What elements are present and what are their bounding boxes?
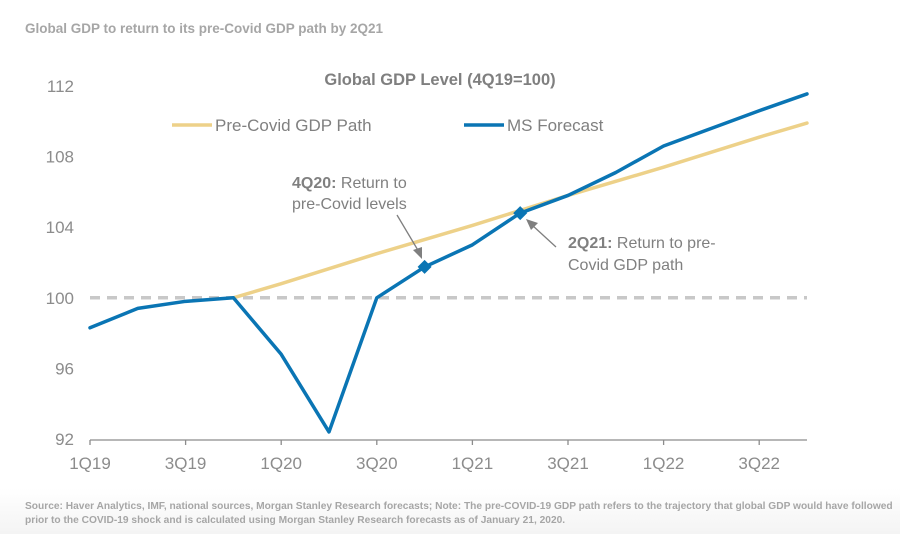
annotation-4q20-arrowhead xyxy=(413,247,422,259)
y-tick-label: 108 xyxy=(46,148,74,167)
annotation-2q21-text1: Return to pre- xyxy=(612,235,715,252)
y-tick-label: 112 xyxy=(47,77,74,96)
annotation-2q21-line2: Covid GDP path xyxy=(568,257,683,274)
data-marker-2q21 xyxy=(513,206,528,221)
y-axis: 92 96 100 104 108 112 xyxy=(46,77,74,449)
legend-label-ms-forecast: MS Forecast xyxy=(507,116,604,135)
source-footnote: Source: Haver Analytics, IMF, national s… xyxy=(25,501,893,526)
y-tick-label: 104 xyxy=(46,218,74,237)
annotation-4q20-line2: pre-Covid levels xyxy=(292,196,407,213)
x-tick-label: 1Q22 xyxy=(643,454,685,473)
gdp-line-chart: Global GDP Level (4Q19=100) Pre-Covid GD… xyxy=(46,71,809,473)
y-tick-label: 96 xyxy=(55,359,74,378)
annotation-4q20-text1: Return to xyxy=(336,175,406,192)
annotation-4q20-bold: 4Q20: xyxy=(292,175,336,192)
chart-title: Global GDP Level (4Q19=100) xyxy=(324,71,555,89)
data-marker-4q20 xyxy=(417,259,432,274)
annotation-2q21-line1: 2Q21: Return to pre- xyxy=(568,235,716,252)
annotation-2q21-arrowhead xyxy=(526,219,538,230)
annotation-4q20-line1: 4Q20: Return to xyxy=(292,175,407,192)
x-tick-label: 1Q20 xyxy=(260,454,302,473)
x-tick-label: 3Q19 xyxy=(165,454,207,473)
x-tick-label: 1Q21 xyxy=(452,454,494,473)
legend: Pre-Covid GDP Path MS Forecast xyxy=(172,116,604,135)
page-headline: Global GDP to return to its pre-Covid GD… xyxy=(25,21,384,36)
annotation-2q21-bold: 2Q21: xyxy=(568,235,612,252)
footer: Source: Haver Analytics, IMF, national s… xyxy=(0,488,900,534)
annotation-2q21: 2Q21: Return to pre- Covid GDP path xyxy=(526,219,716,274)
series-layer xyxy=(88,92,809,434)
annotation-4q20: 4Q20: Return to pre-Covid levels xyxy=(292,175,422,259)
y-tick-label: 100 xyxy=(46,289,74,308)
annotation-2q21-arrow xyxy=(531,224,557,248)
x-tick-label: 1Q19 xyxy=(69,454,111,473)
x-tick-label: 3Q22 xyxy=(738,454,780,473)
y-tick-label: 92 xyxy=(55,430,74,449)
x-tick-label: 3Q21 xyxy=(547,454,589,473)
x-axis: 1Q19 3Q19 1Q20 3Q20 1Q21 3Q21 1Q22 3Q22 xyxy=(69,439,807,473)
annotation-4q20-arrow xyxy=(396,214,420,253)
x-tick-label: 3Q20 xyxy=(356,454,398,473)
legend-label-pre-covid: Pre-Covid GDP Path xyxy=(215,116,372,135)
series-line-ms-forecast xyxy=(88,92,809,434)
